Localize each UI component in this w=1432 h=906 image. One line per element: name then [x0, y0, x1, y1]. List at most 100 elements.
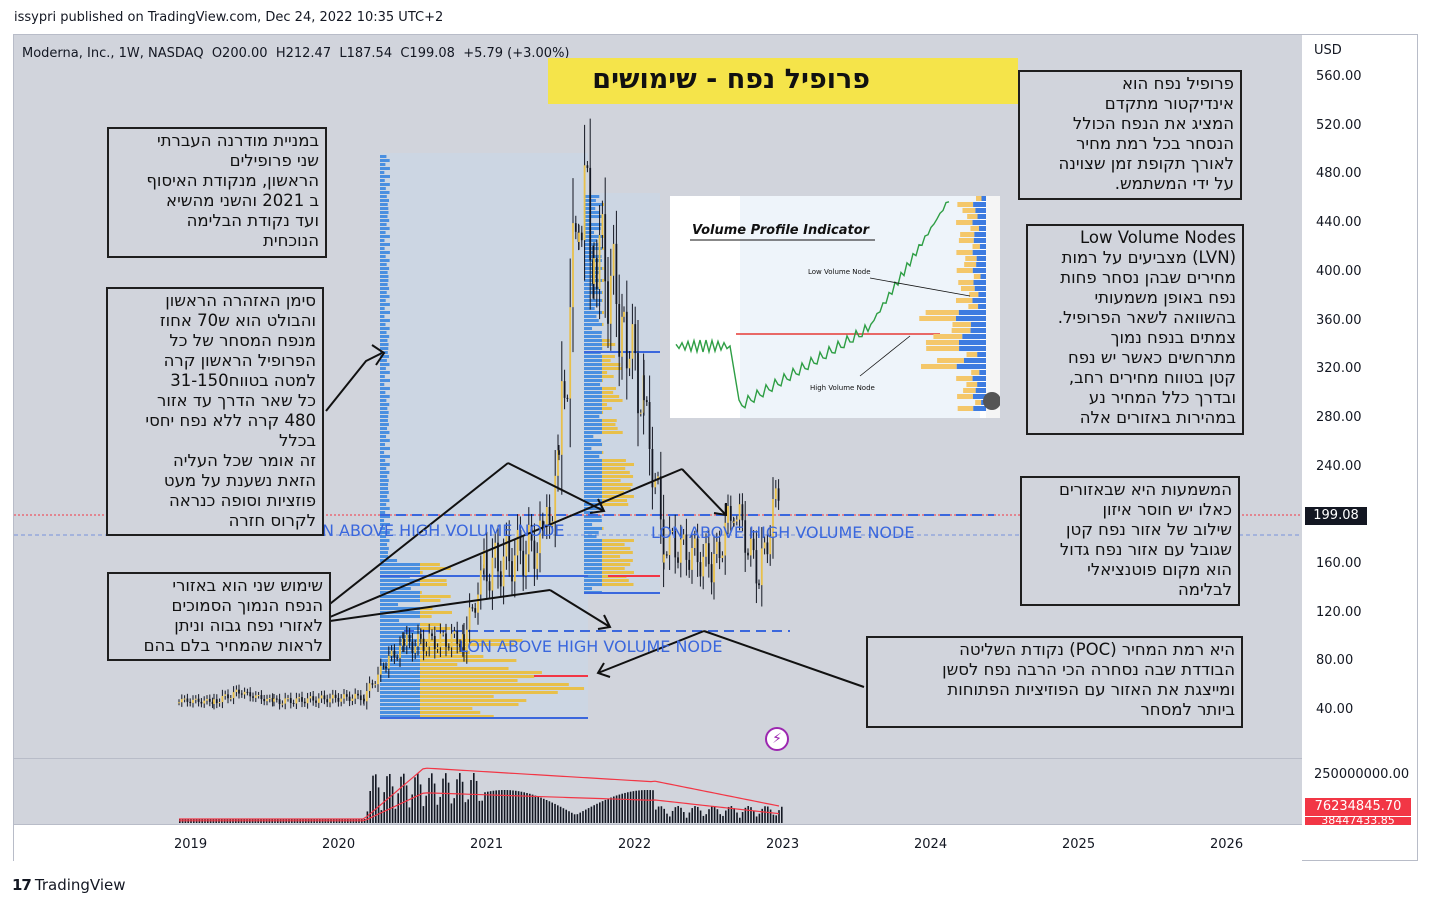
candle-body — [628, 358, 631, 369]
profile-bar-yellow — [602, 311, 604, 314]
volume-bar — [447, 782, 450, 823]
profile-bar-blue — [380, 471, 390, 474]
time-tick: 2026 — [1210, 837, 1244, 852]
note-lvn-line: במהירות באזורים אלה — [1079, 408, 1236, 427]
volume-bar — [604, 799, 607, 823]
candle-body — [513, 555, 516, 582]
candle-body — [301, 697, 303, 702]
note-definition-line: הנסחר בכל רמת מחיר — [1076, 134, 1234, 153]
profile-bar-yellow — [602, 407, 612, 410]
volume-bar — [744, 807, 747, 823]
candle-body — [665, 554, 668, 556]
candle-body — [206, 698, 208, 701]
candle-body — [431, 633, 433, 637]
profile-bar-blue — [584, 307, 595, 310]
volume-bar — [459, 773, 461, 823]
profile-bar-blue — [584, 251, 593, 254]
inset-profile-bar — [960, 286, 975, 291]
inset-profile-bar — [933, 334, 963, 339]
note-warning-line: 480 קרה ללא נפח יחסי — [145, 411, 316, 430]
time-axis[interactable]: 2019 2020 2021 2022 2023 2024 2025 2026 — [14, 824, 1302, 861]
volume-bar — [769, 809, 772, 823]
candle-body — [334, 694, 337, 698]
profile-bar-blue — [584, 583, 602, 586]
note-warning[interactable]: סימן האזהרה הראשון והבולט הוא ש70 אחוז מנפ… — [106, 287, 324, 536]
candle-body — [639, 412, 642, 414]
candle-body — [651, 448, 654, 488]
note-meaning-line: המשמעות היא שבאזורים — [1059, 480, 1232, 499]
profile-bar-yellow — [420, 591, 422, 594]
profile-bar-yellow — [602, 367, 623, 370]
candle-body — [405, 634, 408, 646]
inset-profile-bar — [979, 370, 986, 375]
candle-body — [563, 381, 566, 398]
candle-body — [351, 698, 354, 701]
profile-bar-blue — [584, 551, 602, 554]
volume-bar — [400, 776, 402, 823]
profile-bar-yellow — [420, 567, 451, 570]
price-tick: 520.00 — [1316, 117, 1362, 133]
candle-body — [343, 694, 345, 699]
candle-body — [289, 698, 292, 703]
volume-bar — [733, 808, 735, 823]
profile-bar-yellow — [420, 683, 569, 686]
chart-canvas[interactable] — [14, 35, 1302, 757]
note-second-use-line: הנפח הנמוך הסמוכים — [171, 596, 323, 615]
candle-body — [371, 683, 374, 685]
page-title: פרופיל נפח - שימושים — [592, 64, 870, 95]
profile-bar-blue — [380, 179, 385, 182]
profile-bar-blue — [584, 203, 602, 206]
profile-bar-yellow — [420, 675, 535, 678]
volume-bar — [436, 804, 439, 823]
volume-bar — [750, 807, 752, 823]
profile-bar-yellow — [420, 695, 494, 698]
note-lvn[interactable]: Low Volume Nodes (LVN) מצביעים על רמות מחי… — [1026, 224, 1244, 435]
profile-bar-yellow — [602, 411, 604, 414]
volume-bar — [475, 780, 478, 823]
profile-bar-yellow — [420, 595, 451, 598]
note-warning-line: כל שאר הדרך עד אזור — [157, 391, 316, 410]
note-poc[interactable]: היא רמת המחיר (POC) נקודת השליטה הבודדת ש… — [866, 636, 1243, 728]
note-meaning[interactable]: המשמעות היא שבאזורים כאלו יש חוסר איזון שי… — [1020, 476, 1240, 606]
profile-bar-blue — [380, 287, 390, 290]
note-second-use[interactable]: שימוש שני הוא באזורי הנפח הנמוך הסמוכים לא… — [107, 572, 331, 661]
lightning-icon[interactable]: ⚡ — [765, 727, 789, 751]
candle-body — [263, 699, 266, 702]
candle-body — [422, 638, 425, 652]
profile-bar-yellow — [602, 339, 610, 342]
volume-bar — [562, 808, 565, 823]
profile-bar-blue — [380, 195, 387, 198]
profile-bar-yellow — [602, 551, 633, 554]
candle-body — [483, 550, 485, 569]
tradingview-logo[interactable]: 17 TradingView — [12, 876, 126, 894]
candle-body — [218, 702, 221, 704]
inset-profile-bar — [956, 376, 973, 381]
note-definition[interactable]: פרופיל נפח הוא אינדיקטור מתקדם המציג את הנ… — [1018, 70, 1242, 200]
profile-bar-blue — [380, 595, 420, 598]
profile-bar-blue — [584, 387, 602, 390]
note-profiles[interactable]: במניית מודרנה העברתי שני פרופילים הראשון, … — [107, 127, 327, 258]
candle-body — [317, 698, 320, 703]
profile-bar-blue — [380, 579, 420, 582]
candle-body — [502, 556, 505, 587]
volume-bar — [618, 794, 621, 823]
volume-pane[interactable] — [14, 758, 1302, 825]
candle-body — [609, 275, 612, 324]
profile-bar-blue — [380, 219, 390, 222]
note-warning-line: הפרופיל הראשון קרה — [163, 351, 316, 370]
symbol-legend[interactable]: Moderna, Inc., 1W, NASDAQ O200.00 H212.4… — [22, 46, 570, 61]
profile-bar-blue — [380, 427, 388, 430]
profile-bar-blue — [584, 347, 602, 350]
volume-bar — [383, 792, 385, 823]
profile-bar-blue — [380, 563, 420, 566]
title-banner: פרופיל נפח - שימושים — [548, 58, 1018, 104]
volume-bar — [702, 815, 705, 823]
profile-bar-blue — [380, 535, 387, 538]
profile-bar-blue — [584, 211, 600, 214]
profile-bar-blue — [584, 359, 602, 362]
inset-low-label: Low Volume Node — [808, 268, 871, 276]
candle-body — [180, 699, 183, 703]
price-axis[interactable]: 560.00 520.00 480.00 440.00 400.00 360.00 320.… — [1302, 35, 1417, 860]
profile-bar-yellow — [602, 527, 604, 530]
note-meaning-line: כאלו יש חוסר איזון — [1102, 500, 1232, 519]
